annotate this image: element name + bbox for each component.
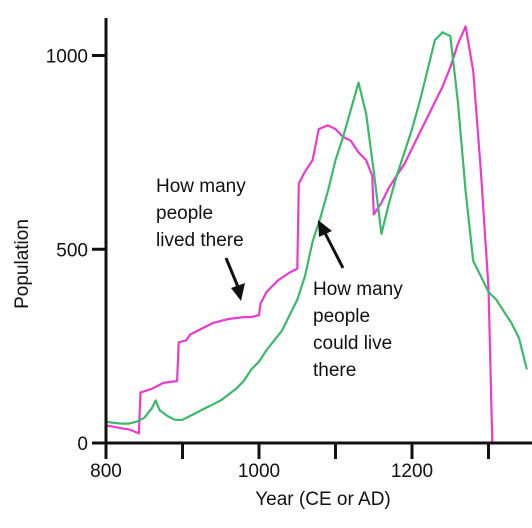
x-axis-title: Year (CE or AD) <box>255 489 391 510</box>
y-axis-title: Population <box>12 219 33 309</box>
annotation-could-live-line-3: could live <box>313 333 392 354</box>
annotation-lived-line-2: people <box>156 203 213 224</box>
annotation-lived-line-3: lived there <box>156 230 244 251</box>
series-line-could-live-there <box>105 31 528 425</box>
annotation-lived-arrow <box>224 257 240 288</box>
ticks-layer: 0 500 1000 800 1000 1200 <box>46 47 490 482</box>
series-line-lived-there <box>105 25 494 444</box>
annotation-lived-arrowhead <box>231 283 245 301</box>
annotation-lived: How many people lived there <box>156 176 251 301</box>
x-tick-label-800: 800 <box>90 461 122 482</box>
svg-text:How many people li: How many people lived there <box>156 176 251 251</box>
svg-text:How many people co: How many people could live there <box>313 279 408 381</box>
x-tick-label-1000: 1000 <box>238 461 280 482</box>
annotation-lived-line-1: How many <box>156 176 246 197</box>
y-tick-label-1000: 1000 <box>46 47 88 68</box>
annotation-could-live-line-4: there <box>313 360 356 381</box>
annotation-could-live-line-1: How many <box>313 279 403 300</box>
annotation-could-live: How many people could live there <box>313 220 408 381</box>
annotation-could-live-arrow <box>323 232 345 269</box>
y-tick-label-500: 500 <box>56 240 88 261</box>
annotation-could-live-arrowhead <box>318 220 332 237</box>
series-layer <box>105 25 528 444</box>
y-tick-label-0: 0 <box>77 434 88 455</box>
annotation-could-live-line-2: people <box>313 306 370 327</box>
x-tick-label-1200: 1200 <box>391 461 433 482</box>
